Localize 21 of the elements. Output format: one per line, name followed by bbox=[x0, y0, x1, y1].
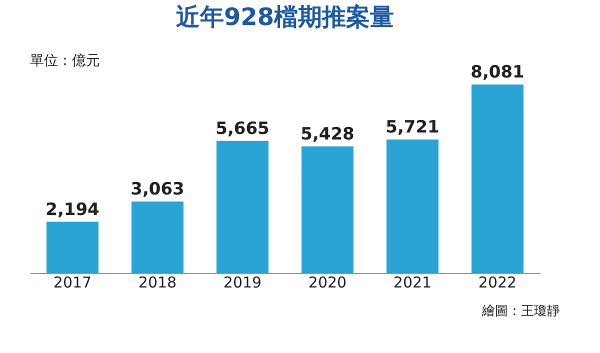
bar bbox=[386, 140, 438, 273]
x-tick-label: 2020 bbox=[308, 274, 347, 292]
data-label: 5,721 bbox=[386, 118, 440, 138]
x-tick-label: 2021 bbox=[393, 274, 432, 292]
data-label: 3,063 bbox=[130, 180, 184, 200]
bar bbox=[46, 222, 98, 273]
data-label: 2,194 bbox=[46, 200, 100, 220]
data-label: 5,428 bbox=[300, 124, 354, 144]
text: 繪圖：王瓊靜 bbox=[481, 304, 560, 319]
x-tick-label: 2017 bbox=[53, 274, 92, 292]
bar bbox=[302, 146, 354, 273]
x-tick-label: 2022 bbox=[478, 274, 517, 292]
bar bbox=[216, 140, 268, 273]
chart-subtitle: 單位：億元 bbox=[30, 53, 100, 69]
bar bbox=[132, 202, 184, 273]
x-tick-label: 2018 bbox=[138, 274, 177, 292]
x-tick-label: 2019 bbox=[223, 274, 262, 292]
data-label: 8,081 bbox=[470, 62, 524, 82]
data-label: 5,665 bbox=[216, 118, 270, 139]
chart-title: 近年928檔期推案量 bbox=[176, 3, 394, 31]
bar bbox=[472, 84, 524, 273]
